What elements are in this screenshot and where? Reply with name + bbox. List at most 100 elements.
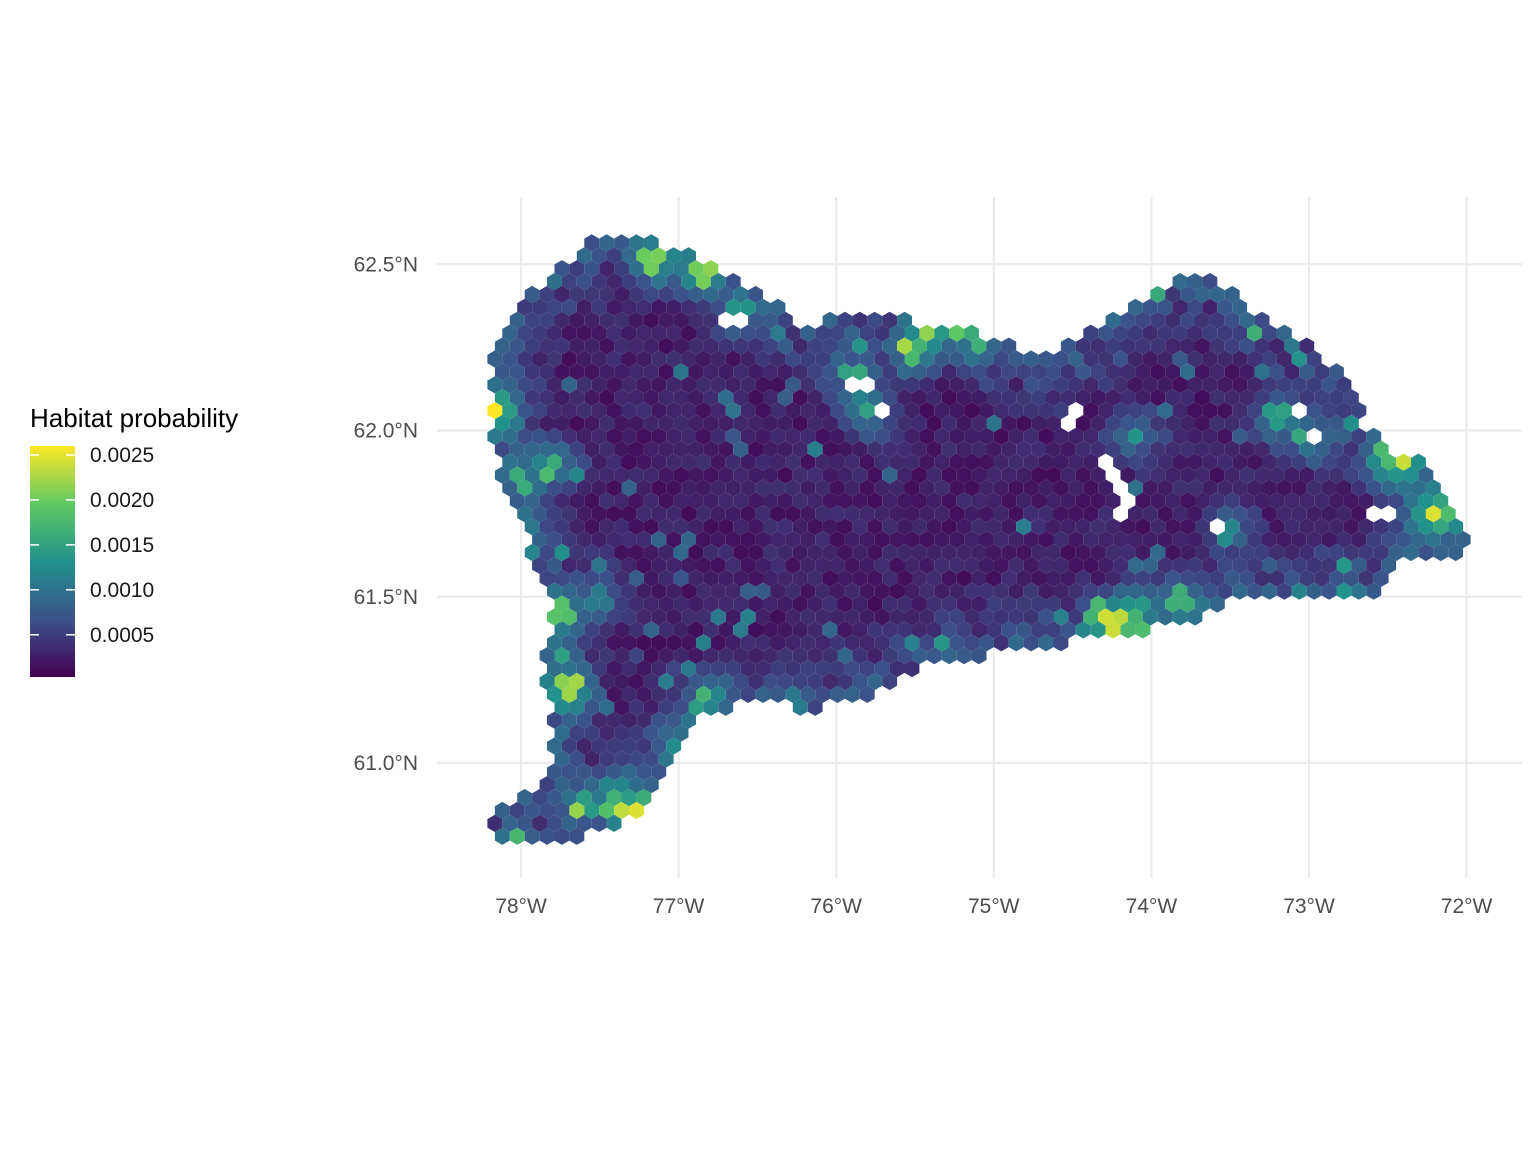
hex-cell-1695 [487, 814, 503, 832]
hex-cell-1344 [1366, 582, 1382, 600]
hex-cell-438 [1224, 389, 1240, 407]
hex-cell-192 [852, 337, 868, 355]
hex-cell-1355 [703, 595, 719, 613]
hex-cell-45 [599, 285, 615, 304]
hex-cell-107 [852, 311, 868, 329]
hex-cell-1325 [1083, 582, 1099, 600]
hex-cell-742 [524, 466, 540, 484]
hex-cell-754 [703, 466, 719, 484]
hex-cell-837 [1023, 479, 1039, 497]
hex-cell-286 [643, 363, 659, 381]
hex-cell-761 [807, 466, 823, 484]
hex-cell-8 [621, 247, 637, 265]
hex-cell-185 [748, 337, 763, 355]
hex-cell-1530 [852, 647, 868, 665]
hex-cell-1 [599, 234, 615, 252]
hex-cell-287 [658, 363, 674, 381]
hex-cell-464 [740, 402, 756, 420]
hex-cell-443 [1299, 389, 1315, 407]
hex-cell-190 [822, 337, 838, 355]
hex-cell-525 [822, 414, 838, 433]
hex-cell-624 [569, 440, 585, 458]
hex-cell-622 [539, 440, 555, 458]
hex-cell-555 [1284, 414, 1300, 433]
hex-cell-892 [926, 492, 942, 510]
hex-cell-1270 [1105, 569, 1121, 587]
hex-cell-2 [614, 234, 629, 252]
hex-cell-780 [1090, 466, 1106, 484]
hex-cell-91 [554, 311, 570, 329]
hex-cell-1100 [1306, 531, 1322, 549]
hex-cell-1192 [800, 556, 816, 574]
hex-cell-1289 [547, 582, 562, 600]
hex-cell-1288 [1373, 569, 1389, 587]
hex-cell-658 [1075, 440, 1091, 458]
hex-cell-36 [725, 273, 741, 291]
hex-cell-29 [621, 273, 637, 291]
hex-cell-111 [1105, 311, 1121, 329]
hex-cell-807 [576, 479, 592, 497]
hex-cell-353 [785, 376, 801, 394]
hex-cell-607 [1187, 427, 1203, 445]
hex-cell-92 [569, 311, 585, 329]
hex-cell-1689 [554, 801, 570, 820]
hex-cell-1181 [636, 556, 652, 574]
hex-cell-568 [606, 427, 622, 445]
hex-cell-88 [509, 311, 525, 329]
hex-cell-209 [1150, 337, 1166, 355]
hex-cell-86 [1217, 298, 1233, 316]
hex-cell-836 [1008, 479, 1024, 497]
hex-cell-1685 [494, 801, 510, 820]
hex-cell-853 [1276, 479, 1292, 497]
hex-cell-1029 [1165, 518, 1181, 536]
hex-cell-654 [1016, 440, 1032, 458]
hex-cell-343 [636, 376, 652, 394]
hex-cell-1591 [591, 685, 607, 703]
hex-cell-1604 [785, 685, 801, 703]
hex-cell-42 [554, 285, 570, 304]
hex-cell-1333 [1202, 582, 1218, 600]
hex-cell-1702 [591, 814, 607, 832]
hex-cell-1580 [777, 672, 793, 691]
hex-cell-64 [547, 298, 562, 316]
hex-cell-1389 [1209, 595, 1225, 613]
hex-cell-692 [696, 453, 711, 471]
hex-cell-272 [1262, 350, 1277, 368]
hex-cell-1367 [882, 595, 898, 613]
hex-cell-1436 [584, 621, 600, 639]
hex-cell-453 [576, 402, 592, 420]
hex-cell-814 [681, 479, 696, 497]
hex-cell-505 [524, 414, 540, 433]
hex-cell-508 [569, 414, 585, 433]
hex-cell-1219 [1202, 556, 1218, 574]
hex-cell-1085 [1083, 531, 1099, 549]
hex-cell-595 [1008, 427, 1024, 445]
hex-cell-1010 [882, 518, 898, 536]
hex-cell-1156 [1195, 543, 1210, 562]
hex-cell-457 [636, 402, 652, 420]
hex-cell-118 [1209, 311, 1225, 329]
legend-label-1: 0.0020 [90, 489, 154, 512]
hex-cell-407 [763, 389, 778, 407]
hex-cell-1449 [777, 621, 793, 639]
hex-cell-456 [621, 402, 637, 420]
hex-cell-538 [1016, 414, 1032, 433]
hex-cell-1096 [1247, 531, 1262, 549]
hex-cell-243 [830, 350, 845, 368]
hex-cell-360 [919, 376, 935, 394]
hex-cell-483 [1038, 402, 1054, 420]
hex-cell-1179 [606, 556, 622, 574]
hex-cell-1186 [710, 556, 726, 574]
hex-cell-532 [926, 414, 942, 433]
hex-cell-1271 [1120, 569, 1136, 587]
hex-cell-1385 [1150, 595, 1166, 613]
hex-cell-1504 [993, 634, 1009, 652]
hex-cell-1655 [599, 750, 615, 768]
hex-cell-903 [1090, 492, 1106, 510]
hex-cell-70 [636, 298, 652, 316]
hex-cell-1624 [547, 711, 562, 729]
hex-cell-767 [897, 466, 912, 484]
hex-cell-678 [1373, 440, 1389, 458]
hex-cell-1275 [1180, 569, 1195, 587]
hex-cell-710 [964, 453, 979, 471]
